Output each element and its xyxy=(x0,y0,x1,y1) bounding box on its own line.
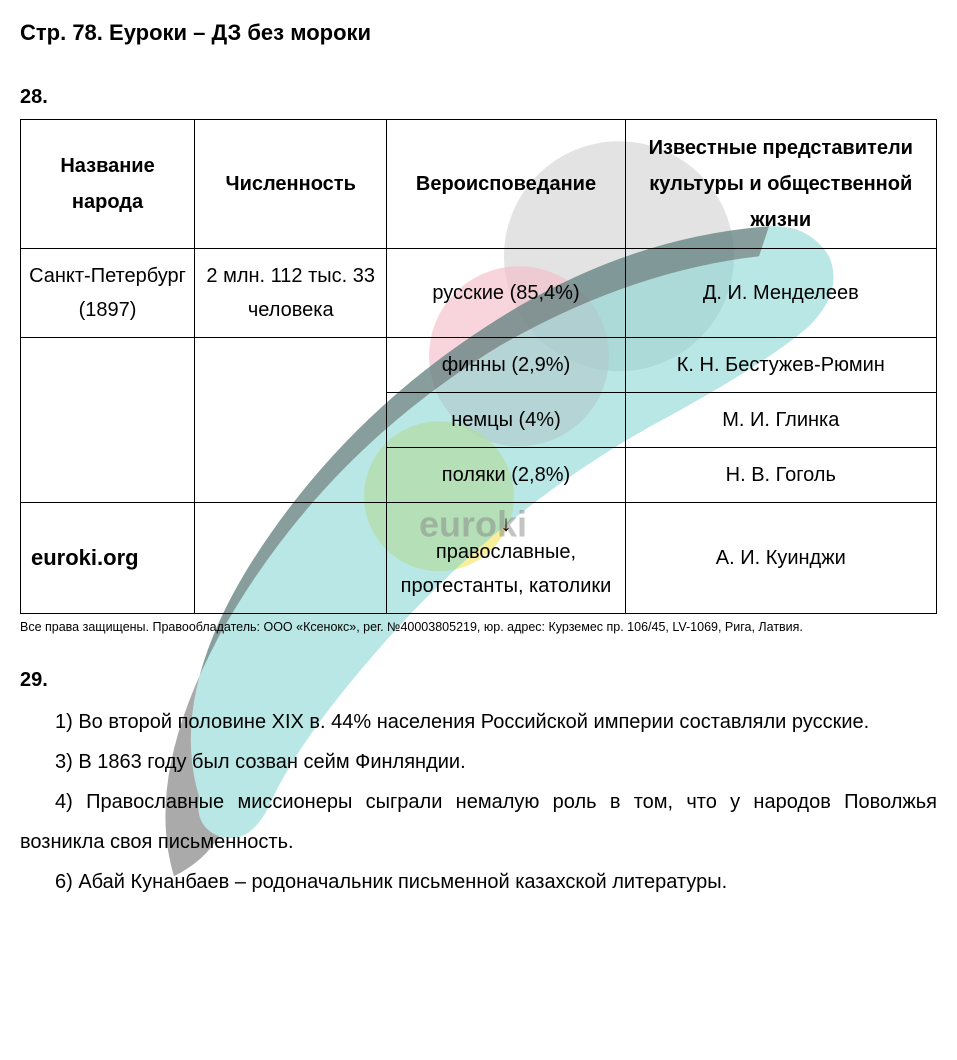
table-header-row: Название народа Численность Вероисповеда… xyxy=(21,120,937,249)
cell-rep-1: К. Н. Бестужев-Рюмин xyxy=(625,338,936,393)
cell-rel-4: ↓ православные, протестанты, католики xyxy=(387,503,625,614)
header-name: Название народа xyxy=(21,120,195,249)
cell-rep-2: М. И. Глинка xyxy=(625,393,936,448)
table-row: Санкт-Петербург (1897) 2 млн. 112 тыс. 3… xyxy=(21,249,937,338)
cell-rel-2: немцы (4%) xyxy=(387,393,625,448)
cell-pop-4 xyxy=(195,503,387,614)
header-population: Численность xyxy=(195,120,387,249)
cell-rel-1: финны (2,9%) xyxy=(387,338,625,393)
cell-rel-4-text: православные, протестанты, католики xyxy=(395,535,616,603)
header-representatives: Известные представители культуры и общес… xyxy=(625,120,936,249)
cell-rel-0: русские (85,4%) xyxy=(387,249,625,338)
table-row: немцы (4%) М. И. Глинка xyxy=(21,393,937,448)
peoples-table: Название народа Численность Вероисповеда… xyxy=(20,119,937,614)
table-row: поляки (2,8%) Н. В. Гоголь xyxy=(21,448,937,503)
cell-pop-1 xyxy=(195,338,387,393)
page-title: Стр. 78. Еуроки – ДЗ без мороки xyxy=(20,20,937,46)
cell-rel-3: поляки (2,8%) xyxy=(387,448,625,503)
cell-pop-0: 2 млн. 112 тыс. 33 человека xyxy=(195,249,387,338)
cell-name-3 xyxy=(21,448,195,503)
cell-name-0: Санкт-Петербург (1897) xyxy=(21,249,195,338)
cell-name-1 xyxy=(21,338,195,393)
cell-name-2 xyxy=(21,393,195,448)
down-arrow-icon: ↓ xyxy=(395,513,616,535)
section-28-number: 28. xyxy=(20,86,937,109)
cell-euroki: euroki.org xyxy=(21,503,195,614)
paragraph-6: 6) Абай Кунанбаев – родоначальник письме… xyxy=(20,862,937,902)
cell-rep-4: А. И. Куинджи xyxy=(625,503,936,614)
paragraph-3: 3) В 1863 году был созван сейм Финляндии… xyxy=(20,742,937,782)
section-29-number: 29. xyxy=(20,669,937,692)
copyright-text: Все права защищены. Правообладатель: ООО… xyxy=(20,620,937,634)
cell-pop-2 xyxy=(195,393,387,448)
table-row: финны (2,9%) К. Н. Бестужев-Рюмин xyxy=(21,338,937,393)
paragraph-1: 1) Во второй половине XIX в. 44% населен… xyxy=(20,702,937,742)
cell-rep-3: Н. В. Гоголь xyxy=(625,448,936,503)
cell-pop-3 xyxy=(195,448,387,503)
table-row: euroki.org ↓ православные, протестанты, … xyxy=(21,503,937,614)
paragraph-4: 4) Православные миссионеры сыграли немал… xyxy=(20,782,937,862)
cell-rep-0: Д. И. Менделеев xyxy=(625,249,936,338)
header-religion: Вероисповедание xyxy=(387,120,625,249)
